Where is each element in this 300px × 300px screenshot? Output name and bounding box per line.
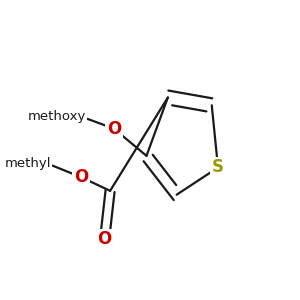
Text: S: S: [212, 158, 224, 176]
Text: O: O: [74, 168, 88, 186]
Text: methyl: methyl: [4, 157, 51, 170]
Text: methoxy: methoxy: [28, 110, 86, 123]
Text: O: O: [98, 230, 112, 248]
Text: O: O: [107, 120, 121, 138]
